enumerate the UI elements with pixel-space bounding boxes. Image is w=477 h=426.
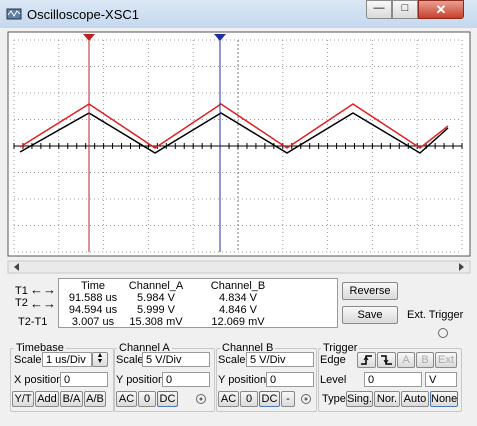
minimize-button[interactable]: —: [366, 0, 392, 19]
scrollbar[interactable]: [7, 260, 471, 274]
readout-cell: 4.834 V: [219, 292, 257, 304]
readout-cell: 4.846 V: [219, 304, 257, 316]
column-header: Channel_A: [128, 280, 184, 292]
coupling-button[interactable]: 0: [240, 391, 258, 407]
scope-display: [7, 31, 471, 274]
timebase-spinner[interactable]: ▲ ▼: [92, 352, 108, 367]
column-header: Channel_B: [210, 280, 266, 292]
label: Scale: [218, 354, 246, 366]
t2-arrows[interactable]: ←→: [30, 296, 56, 311]
mode-button[interactable]: Y/T: [12, 391, 34, 407]
readout-cell: 12.069 mV: [211, 316, 265, 328]
group-title: Channel B: [220, 342, 276, 354]
source-button[interactable]: B: [416, 352, 434, 368]
x-position-input[interactable]: 0: [60, 372, 108, 387]
cursor-t1-handle[interactable]: [83, 34, 95, 41]
window-icon: [6, 8, 22, 20]
window-title: Oscilloscope-XSC1: [27, 7, 139, 22]
label: Type: [322, 393, 346, 405]
type-button[interactable]: Auto: [401, 391, 429, 407]
ext-trigger-terminal[interactable]: [437, 327, 449, 339]
channel-b-ypos[interactable]: 0: [266, 372, 314, 387]
t1-arrows[interactable]: ←→: [30, 282, 56, 297]
channel-a-trace: [19, 103, 449, 149]
readout-cell: 91.588 us: [68, 292, 118, 304]
source-button[interactable]: A: [397, 352, 415, 368]
maximize-button[interactable]: □: [392, 0, 418, 19]
readout-cell: 3.007 us: [71, 316, 115, 328]
trigger-level[interactable]: 0: [364, 372, 422, 387]
label: Y position: [218, 374, 267, 386]
row-label: T1: [15, 285, 28, 297]
readout-cell: 5.999 V: [137, 304, 175, 316]
timebase-scale[interactable]: 1 us/Div: [42, 352, 92, 367]
label: Scale: [116, 354, 144, 366]
save-button[interactable]: Save: [342, 306, 398, 324]
type-button[interactable]: Sing.: [346, 391, 373, 407]
readout-table: [58, 278, 338, 328]
type-button[interactable]: Nor.: [374, 391, 400, 407]
channel-a-scale[interactable]: 5 V/Div: [142, 352, 210, 367]
row-label: T2-T1: [18, 316, 48, 328]
group-title: Trigger: [321, 342, 360, 354]
label: Level: [320, 374, 347, 386]
coupling-button[interactable]: DC: [157, 391, 178, 407]
scroll-left[interactable]: [14, 263, 19, 271]
channel-b-terminal[interactable]: [300, 393, 312, 405]
cursor-t2-handle[interactable]: [214, 34, 226, 41]
group-title: Timebase: [14, 342, 66, 354]
channel-b-scale[interactable]: 5 V/Div: [246, 352, 314, 367]
column-header: Time: [80, 280, 106, 292]
close-button[interactable]: ✕: [418, 0, 464, 19]
reverse-button[interactable]: Reverse: [342, 282, 398, 300]
channel-b-trace: [19, 112, 449, 154]
mode-button[interactable]: Add: [35, 391, 59, 407]
scroll-right[interactable]: [459, 263, 464, 271]
readout-cell: 94.594 us: [68, 304, 118, 316]
label: Edge: [320, 354, 346, 366]
coupling-button[interactable]: AC: [218, 391, 239, 407]
trigger-group: [318, 348, 462, 412]
source-button[interactable]: Ext: [435, 352, 457, 368]
label: X position: [14, 374, 63, 386]
type-button[interactable]: None: [430, 391, 458, 407]
readout-cell: 15.308 mV: [129, 316, 183, 328]
trigger-level-unit[interactable]: V: [425, 372, 457, 387]
coupling-button[interactable]: DC: [259, 391, 280, 407]
coupling-button[interactable]: AC: [116, 391, 137, 407]
readout-cell: 5.984 V: [137, 292, 175, 304]
screen-frame: [7, 31, 471, 257]
channel-a-terminal[interactable]: [195, 393, 207, 405]
ext-trigger-label: Ext. Trigger: [407, 309, 464, 321]
mode-button[interactable]: B/A: [60, 391, 83, 407]
coupling-button[interactable]: 0: [138, 391, 156, 407]
mode-button[interactable]: A/B: [84, 391, 106, 407]
row-label: T2: [15, 297, 28, 309]
falling-edge-button[interactable]: [377, 352, 396, 368]
group-title: Channel A: [117, 342, 172, 354]
coupling-button[interactable]: -: [281, 391, 295, 407]
channel-a-ypos[interactable]: 0: [162, 372, 210, 387]
label: Y position: [116, 374, 165, 386]
rising-edge-button[interactable]: [357, 352, 376, 368]
label: Scale: [14, 354, 42, 366]
